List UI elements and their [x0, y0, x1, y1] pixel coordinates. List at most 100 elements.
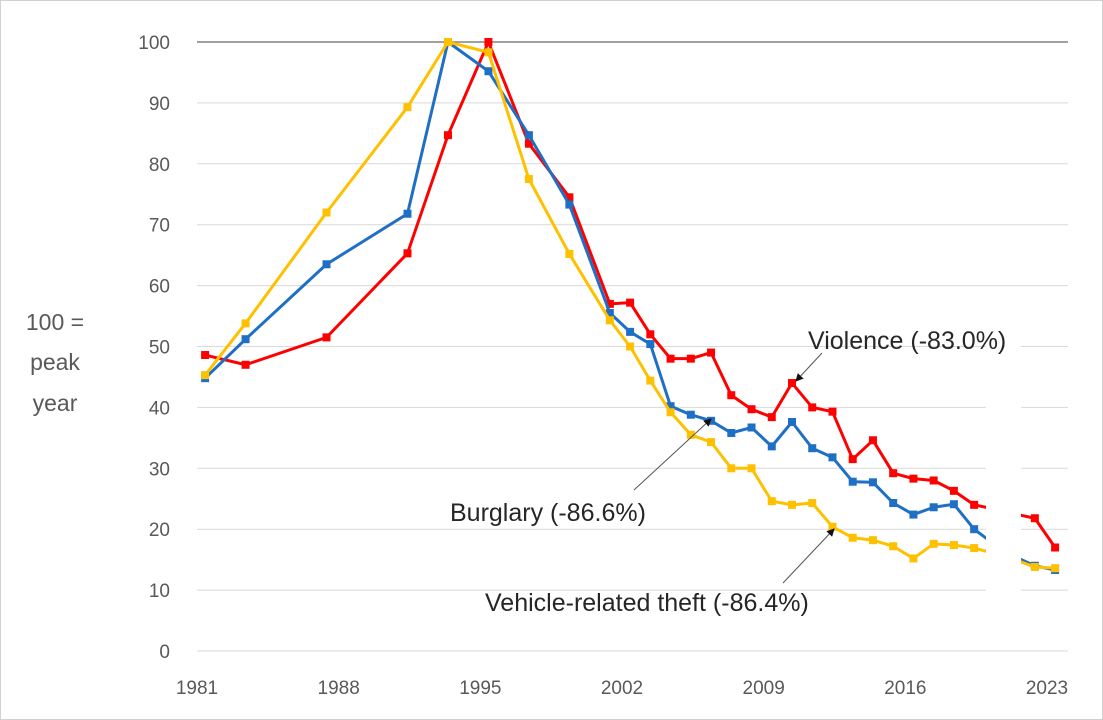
y-axis-label-line: peak — [30, 349, 80, 375]
vehicle-related-theft-point — [889, 542, 898, 551]
vehicle-related-theft-point — [707, 438, 716, 447]
burglary-point — [646, 340, 655, 349]
vehicle-related-theft-point — [949, 541, 958, 550]
burglary-point — [565, 200, 574, 209]
y-tick-label: 90 — [149, 94, 170, 115]
y-tick-label: 30 — [149, 459, 170, 480]
x-tick-labels: 1981 1988 1995 2002 2009 2016 2023 — [176, 678, 1068, 699]
vehicle-related-theft-point — [808, 499, 817, 508]
burglary-point — [889, 499, 898, 508]
data-gap-mask — [986, 300, 1021, 644]
violence-point — [1030, 514, 1039, 523]
vehicle-related-theft-point — [1030, 562, 1039, 571]
burglary-annotation-arrow — [633, 418, 712, 491]
vehicle-related-theft-point — [524, 175, 533, 184]
burglary-point — [747, 423, 756, 432]
vehicle-related-theft-point — [565, 249, 574, 258]
violence-point — [484, 38, 493, 46]
burglary-point — [788, 418, 796, 427]
violence-point — [403, 249, 412, 258]
burglary-point — [929, 503, 938, 512]
violence-point — [241, 360, 250, 369]
vehicle-related-theft-point — [201, 371, 210, 380]
burglary-point — [949, 500, 958, 509]
series-lines — [201, 38, 1060, 575]
vehicle-annotation-arrow — [782, 528, 835, 584]
vehicle-related-theft-point — [605, 316, 614, 325]
x-tick-label: 2016 — [884, 678, 926, 699]
burglary-point — [524, 131, 533, 140]
violence-point — [929, 476, 938, 485]
x-tick-label: 2009 — [743, 678, 785, 699]
burglary-point — [686, 410, 695, 419]
y-tick-label: 0 — [159, 642, 170, 663]
x-tick-label: 2023 — [1026, 678, 1068, 699]
burglary-point — [868, 478, 877, 487]
burglary-point — [666, 402, 675, 411]
vehicle-related-theft-point — [686, 430, 695, 439]
burglary-point — [403, 209, 412, 218]
burglary-point — [970, 525, 979, 534]
burglary-point — [848, 477, 857, 486]
violence-point — [565, 193, 574, 202]
violence-point — [666, 354, 675, 363]
violence-point — [443, 131, 452, 140]
violence-point — [201, 351, 210, 360]
x-tick-label: 1981 — [176, 678, 218, 699]
y-axis-label: 100 = peak year — [26, 309, 84, 416]
violence-point — [727, 391, 736, 400]
violence-point — [808, 403, 817, 412]
violence-annotation-arrow — [795, 352, 823, 382]
burglary-point — [322, 260, 331, 269]
burglary-point — [484, 67, 493, 76]
y-tick-label: 80 — [149, 155, 170, 176]
violence-point — [889, 469, 898, 478]
vehicle-related-theft-point — [828, 522, 837, 531]
burglary-point — [605, 309, 614, 318]
violence-line — [204, 40, 1057, 549]
vehicle-related-theft-point — [241, 319, 250, 328]
burglary-point — [727, 428, 736, 437]
violence-point — [707, 348, 716, 357]
burglary-point — [707, 416, 716, 425]
burglary-point — [808, 444, 817, 453]
y-tick-label: 10 — [149, 581, 170, 602]
vehicle-related-theft-point — [788, 500, 796, 509]
x-tick-label: 1988 — [318, 678, 360, 699]
violence-point — [848, 455, 857, 464]
vehicle-related-theft-point — [868, 536, 877, 545]
violence-point — [646, 330, 655, 339]
violence-point — [970, 500, 979, 509]
y-tick-label: 60 — [149, 277, 170, 298]
vehicle-related-theft-point — [970, 544, 979, 553]
violence-point — [828, 407, 837, 416]
violence-point — [868, 436, 877, 445]
y-tick-label: 40 — [149, 398, 170, 419]
violence-point — [788, 379, 796, 388]
violence-point — [747, 405, 756, 414]
x-tick-label: 1995 — [459, 678, 501, 699]
violence-point — [524, 139, 533, 148]
vehicle-related-theft-point — [909, 554, 918, 563]
vehicle-related-theft-point — [929, 539, 938, 548]
vehicle-related-theft-point — [646, 376, 655, 385]
vehicle-related-theft-point — [727, 464, 736, 473]
violence-point — [605, 299, 614, 308]
x-tick-label: 2002 — [601, 678, 643, 699]
burglary-point — [828, 453, 837, 462]
vehicle-related-theft-point — [767, 497, 776, 506]
vehicle-related-theft-point — [626, 342, 635, 351]
violence-point — [626, 298, 635, 307]
y-tick-labels: 0 10 20 30 40 50 60 70 80 90 100 — [138, 33, 170, 663]
burglary-point — [626, 327, 635, 336]
vehicle-related-theft-point — [747, 464, 756, 473]
vehicle-related-theft-point — [484, 48, 493, 57]
violence-point — [767, 413, 776, 422]
violence-point — [686, 354, 695, 363]
vehicle-related-theft-point — [1051, 564, 1060, 573]
vehicle-related-theft-point — [443, 38, 452, 46]
y-tick-label: 70 — [149, 216, 170, 237]
burglary-annotation: Burglary (-86.6%) — [450, 499, 646, 527]
burglary-point — [909, 510, 918, 519]
